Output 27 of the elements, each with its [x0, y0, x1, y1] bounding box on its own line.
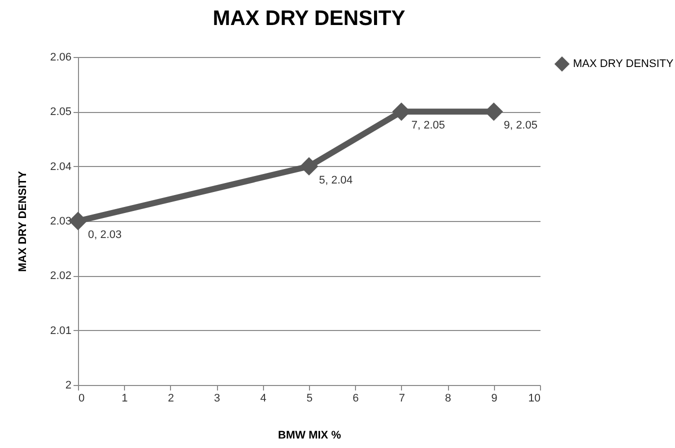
x-tick-label: 9 [491, 392, 498, 404]
y-tick-label: 2.05 [50, 106, 72, 118]
y-tick-label: 2.04 [50, 160, 72, 173]
point [300, 157, 318, 176]
legend-label: MAX DRY DENSITY [573, 58, 674, 70]
x-tick-label: 5 [306, 392, 313, 404]
x-tick-label: 8 [445, 392, 452, 404]
y-axis-title: MAX DRY DENSITY [17, 170, 30, 272]
data-label: 9, 2.05 [504, 120, 538, 132]
x-axis-title: BMW MIX % [278, 430, 342, 442]
data-label: 0, 2.03 [88, 229, 122, 241]
x-tick-label: 10 [528, 392, 540, 404]
x-tick-label: 2 [168, 392, 174, 404]
y-tick-label: 2.02 [50, 270, 72, 282]
x-tick-label: 3 [214, 392, 220, 404]
y-tick-label: 2.03 [50, 216, 72, 228]
y-tick-label: 2 [65, 380, 72, 392]
x-tick-label: 0 [78, 392, 85, 404]
x-tick-label: 4 [260, 392, 266, 404]
x-tick-label: 7 [398, 392, 405, 404]
x-tick-label: 6 [352, 392, 359, 404]
y-tick-label: 2.01 [50, 324, 72, 337]
x-tick-label: 1 [122, 392, 128, 404]
y-tick-label: 2.06 [50, 52, 72, 64]
data-label: 5, 2.04 [319, 174, 353, 186]
data-label: 7, 2.05 [411, 120, 446, 132]
chart-title: MAX DRY DENSITY [212, 7, 406, 30]
